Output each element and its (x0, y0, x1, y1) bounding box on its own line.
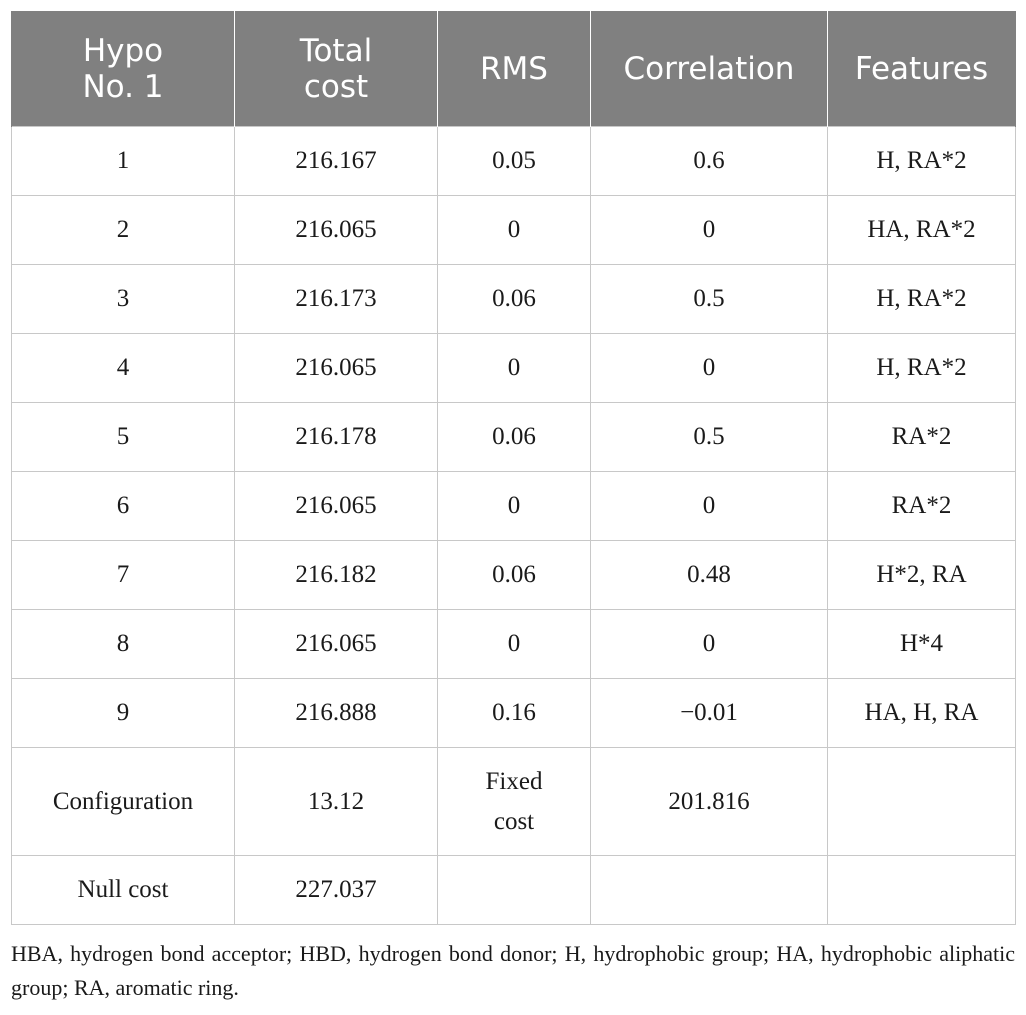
header-hypo-no: Hypo No. 1 (11, 11, 235, 127)
table-row: 8 216.065 0 0 H*4 (11, 609, 1016, 679)
cell-hypo: 4 (11, 333, 235, 403)
cell-features: H, RA*2 (827, 333, 1016, 403)
table-row: 6 216.065 0 0 RA*2 (11, 471, 1016, 541)
cell-rms: 0 (437, 195, 591, 265)
table-row: 2 216.065 0 0 HA, RA*2 (11, 195, 1016, 265)
cell-correlation: 0.48 (590, 540, 828, 610)
cell-rms: 0.16 (437, 678, 591, 748)
cell-total-cost: 216.178 (234, 402, 438, 472)
cell-total-cost: 216.065 (234, 609, 438, 679)
cell-configuration-total-cost: 13.12 (234, 747, 438, 856)
cell-configuration-label: Configuration (11, 747, 235, 856)
cell-correlation: 0.5 (590, 402, 828, 472)
cell-correlation: 0.5 (590, 264, 828, 334)
cell-features: RA*2 (827, 402, 1016, 472)
cell-features: H, RA*2 (827, 264, 1016, 334)
cell-correlation: 0 (590, 333, 828, 403)
table-row: 3 216.173 0.06 0.5 H, RA*2 (11, 264, 1016, 334)
cell-features: H, RA*2 (827, 126, 1016, 196)
table-row: 7 216.182 0.06 0.48 H*2, RA (11, 540, 1016, 610)
results-table-container: Hypo No. 1 Total cost RMS Correlation Fe… (11, 11, 1016, 925)
cell-correlation: −0.01 (590, 678, 828, 748)
cell-total-cost: 216.065 (234, 471, 438, 541)
cell-fixed-cost-value: 201.816 (590, 747, 828, 856)
cell-correlation: 0.6 (590, 126, 828, 196)
cell-empty (590, 855, 828, 925)
header-correlation: Correlation (590, 11, 828, 127)
null-cost-row: Null cost 227.037 (11, 855, 1016, 925)
header-features: Features (827, 11, 1016, 127)
cell-hypo: 1 (11, 126, 235, 196)
table-row: 4 216.065 0 0 H, RA*2 (11, 333, 1016, 403)
cell-total-cost: 216.182 (234, 540, 438, 610)
table-header: Hypo No. 1 Total cost RMS Correlation Fe… (11, 11, 1016, 127)
cell-total-cost: 216.888 (234, 678, 438, 748)
cell-features: HA, RA*2 (827, 195, 1016, 265)
header-total-cost: Total cost (234, 11, 438, 127)
configuration-row: Configuration 13.12 Fixed cost 201.816 (11, 747, 1016, 856)
cell-correlation: 0 (590, 471, 828, 541)
cell-rms: 0.06 (437, 402, 591, 472)
cell-total-cost: 216.065 (234, 195, 438, 265)
cell-null-cost-value: 227.037 (234, 855, 438, 925)
table-row: 1 216.167 0.05 0.6 H, RA*2 (11, 126, 1016, 196)
cell-hypo: 7 (11, 540, 235, 610)
cell-configuration-features (827, 747, 1016, 856)
header-rms: RMS (437, 11, 591, 127)
cell-features: HA, H, RA (827, 678, 1016, 748)
cell-hypo: 3 (11, 264, 235, 334)
cell-empty (437, 855, 591, 925)
cell-rms: 0.06 (437, 264, 591, 334)
table-row: 9 216.888 0.16 −0.01 HA, H, RA (11, 678, 1016, 748)
cell-hypo: 2 (11, 195, 235, 265)
cell-rms: 0 (437, 471, 591, 541)
table-row: 5 216.178 0.06 0.5 RA*2 (11, 402, 1016, 472)
cell-rms: 0 (437, 609, 591, 679)
cell-features: H*4 (827, 609, 1016, 679)
table-footnote: HBA, hydrogen bond acceptor; HBD, hydrog… (11, 941, 1015, 1000)
cell-features: H*2, RA (827, 540, 1016, 610)
cell-hypo: 6 (11, 471, 235, 541)
cell-fixed-cost-label: Fixed cost (437, 747, 591, 856)
table-body: 1 216.167 0.05 0.6 H, RA*2 2 216.065 0 0… (11, 126, 1016, 925)
cell-rms: 0 (437, 333, 591, 403)
cell-hypo: 9 (11, 678, 235, 748)
cell-correlation: 0 (590, 609, 828, 679)
hypothesis-table: Hypo No. 1 Total cost RMS Correlation Fe… (11, 11, 1016, 925)
cell-total-cost: 216.167 (234, 126, 438, 196)
cell-rms: 0.05 (437, 126, 591, 196)
cell-total-cost: 216.173 (234, 264, 438, 334)
cell-total-cost: 216.065 (234, 333, 438, 403)
cell-rms: 0.06 (437, 540, 591, 610)
cell-hypo: 8 (11, 609, 235, 679)
cell-correlation: 0 (590, 195, 828, 265)
cell-null-cost-label: Null cost (11, 855, 235, 925)
cell-empty (827, 855, 1016, 925)
cell-features: RA*2 (827, 471, 1016, 541)
cell-hypo: 5 (11, 402, 235, 472)
